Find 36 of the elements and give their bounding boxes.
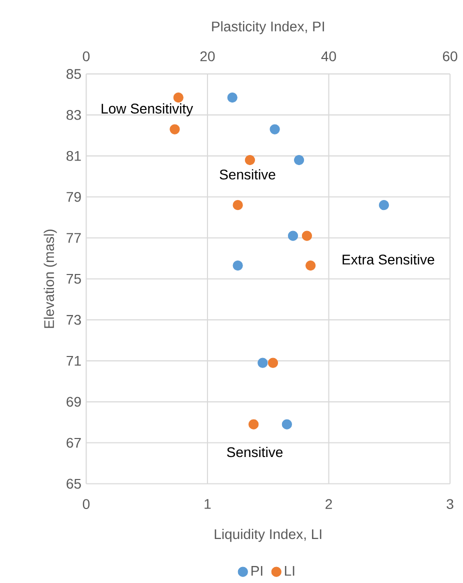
y-tick-label: 67: [66, 438, 81, 448]
annotation: Sensitive: [227, 446, 283, 458]
x-tick-label: 3: [446, 499, 454, 510]
y-tick-label: 65: [66, 478, 82, 489]
y-tick-label: 83: [66, 110, 82, 120]
annotation: Extra Sensitive: [342, 254, 434, 265]
y-tick-label: 69: [66, 396, 81, 407]
annotation: Sensitive: [220, 169, 276, 180]
y-tick-label: 71: [66, 356, 81, 366]
x-tick-label: 0: [83, 499, 90, 510]
point: [244, 154, 256, 166]
point: [248, 419, 259, 430]
x2-tick-label: 40: [321, 51, 336, 62]
point: [170, 124, 180, 134]
y-tick-label: 77: [66, 233, 81, 243]
point: [232, 200, 243, 210]
x2-tick-label: 60: [443, 51, 458, 62]
legend-label: LI: [285, 566, 294, 576]
x-axis-title: Liquidity Index, LI: [214, 528, 322, 542]
legend-label: PI: [252, 566, 262, 576]
y-tick-label: 81: [66, 150, 81, 161]
x2-axis-title: Plasticity Index, PI: [212, 21, 324, 34]
x2-tick-label: 0: [83, 51, 90, 62]
point: [173, 92, 184, 103]
y-tick-label: 75: [66, 274, 82, 284]
point: [268, 358, 278, 368]
y-tick-label: 73: [66, 314, 82, 325]
y-tick-label: 85: [66, 69, 82, 79]
point: [306, 260, 316, 271]
x-tick-label: 2: [326, 499, 332, 509]
annotation: Low Sensitivity: [102, 103, 194, 116]
point: [302, 230, 312, 241]
y-axis-title: Elevation (masl): [44, 230, 57, 328]
y-tick-label: 79: [66, 192, 81, 202]
x-tick-label: 1: [204, 499, 211, 509]
x2-tick-label: 20: [200, 51, 215, 62]
